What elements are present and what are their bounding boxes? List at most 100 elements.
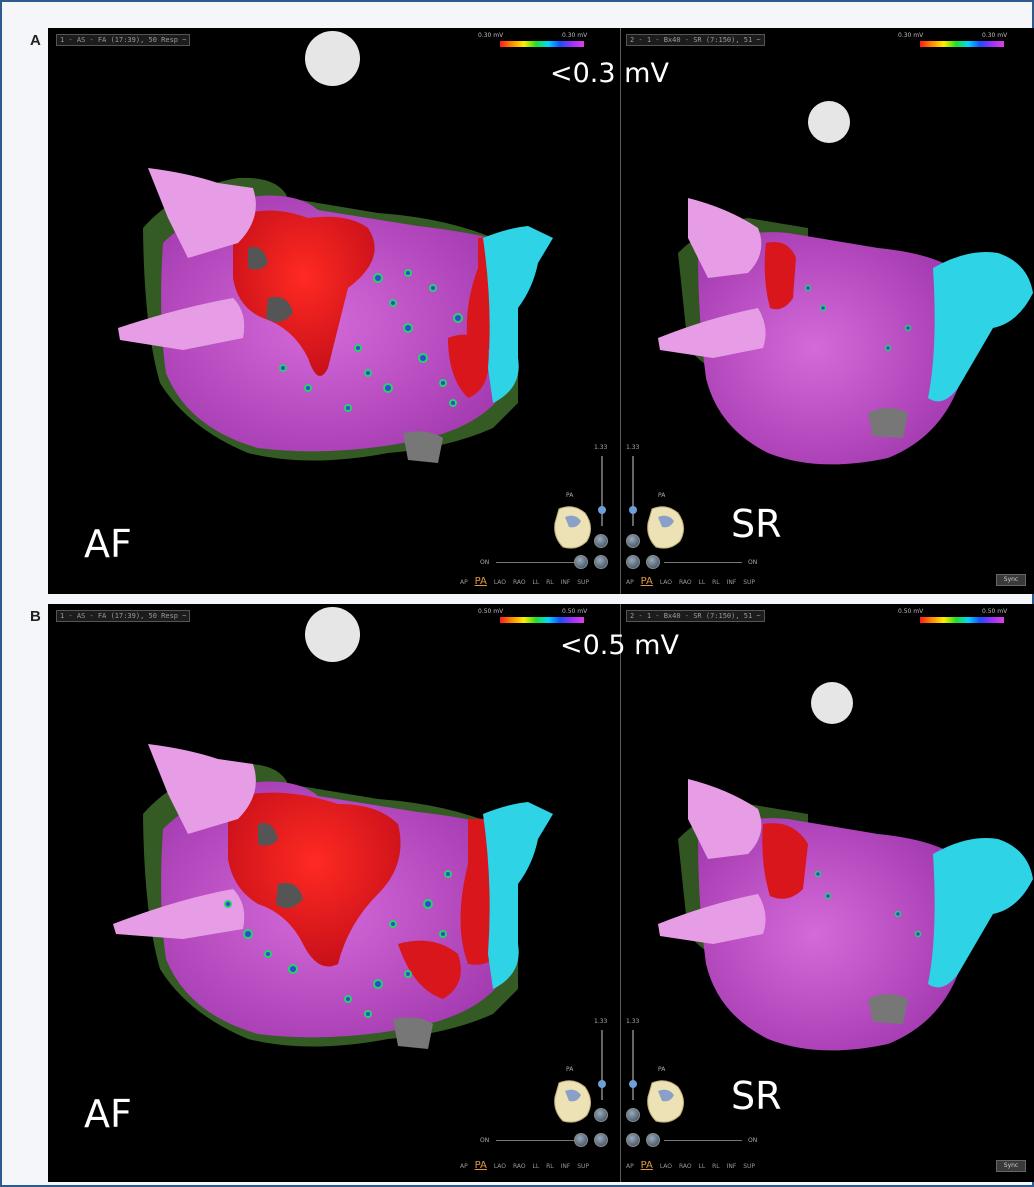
view-lao[interactable]: LAO <box>494 579 506 586</box>
reset-button[interactable] <box>594 1133 608 1147</box>
voltage-scale-left: 0.50 mV 0.50 mV <box>478 608 588 626</box>
view-ap[interactable]: AP <box>626 579 634 586</box>
heart-orientation-icon[interactable] <box>644 1077 688 1125</box>
reset-button[interactable] <box>646 1133 660 1147</box>
sync-button[interactable]: Sync <box>996 574 1026 586</box>
view-rl[interactable]: RL <box>712 579 720 586</box>
view-sup[interactable]: SUP <box>577 579 589 586</box>
view-inf[interactable]: INF <box>727 579 737 586</box>
view-orientation-bar-left[interactable]: AP PA LAO RAO LL RL INF SUP <box>460 1160 589 1171</box>
rotate-button[interactable] <box>626 534 640 548</box>
view-ll[interactable]: LL <box>699 1163 706 1170</box>
orientation-label: PA <box>566 492 573 499</box>
view-tag-right[interactable]: 2 - 1 - Bx40 - SR (7:150), 51 ~ <box>626 610 765 622</box>
voltage-threshold-label: <0.3 mV <box>550 58 669 89</box>
view-ap[interactable]: AP <box>626 1163 634 1170</box>
left-atrium-sr-b <box>658 779 1033 1050</box>
zoom-slider[interactable] <box>601 1030 603 1100</box>
view-button[interactable] <box>574 555 588 569</box>
reset-button[interactable] <box>594 555 608 569</box>
panel-letter-a: A <box>30 32 41 49</box>
scale-min-label: 0.30 mV <box>478 32 503 39</box>
zoom-slider[interactable] <box>632 456 634 526</box>
zoom-slider-knob[interactable] <box>598 1080 606 1088</box>
rotate-button[interactable] <box>626 1108 640 1122</box>
rhythm-label-sr: SR <box>731 502 782 546</box>
view-lao[interactable]: LAO <box>660 579 672 586</box>
view-pa[interactable]: PA <box>641 576 653 587</box>
reference-dot-small <box>811 682 853 724</box>
reset-button[interactable] <box>646 555 660 569</box>
view-pa[interactable]: PA <box>641 1160 653 1171</box>
voltage-color-bar <box>920 617 1004 623</box>
view-button[interactable] <box>626 555 640 569</box>
heart-orientation-icon[interactable] <box>644 503 688 551</box>
reference-dot-large <box>305 31 360 86</box>
view-inf[interactable]: INF <box>561 579 571 586</box>
rhythm-label-sr: SR <box>731 1074 782 1118</box>
scale-min-label: 0.30 mV <box>898 32 923 39</box>
zoom-toggle-label: ON <box>480 559 489 566</box>
view-sup[interactable]: SUP <box>577 1163 589 1170</box>
horizontal-slider[interactable] <box>664 1140 742 1141</box>
rotate-button[interactable] <box>594 1108 608 1122</box>
view-ap[interactable]: AP <box>460 1163 468 1170</box>
horizontal-slider[interactable] <box>664 562 742 563</box>
view-inf[interactable]: INF <box>727 1163 737 1170</box>
view-sup[interactable]: SUP <box>743 579 755 586</box>
view-ll[interactable]: LL <box>699 579 706 586</box>
view-rao[interactable]: RAO <box>679 1163 692 1170</box>
view-tag-left[interactable]: 1 - AS - FA (17:39), 50 Resp ~ <box>56 34 190 46</box>
view-ap[interactable]: AP <box>460 579 468 586</box>
zoom-slider[interactable] <box>632 1030 634 1100</box>
voltage-scale-left: 0.30 mV 0.30 mV <box>478 32 588 50</box>
view-rl[interactable]: RL <box>546 579 554 586</box>
view-sup[interactable]: SUP <box>743 1163 755 1170</box>
scale-max-label: 0.50 mV <box>982 608 1007 615</box>
zoom-slider-knob[interactable] <box>629 506 637 514</box>
view-rl[interactable]: RL <box>546 1163 554 1170</box>
zoom-slider-knob[interactable] <box>629 1080 637 1088</box>
scale-max-label: 0.50 mV <box>562 608 587 615</box>
view-rao[interactable]: RAO <box>513 1163 526 1170</box>
sync-button[interactable]: Sync <box>996 1160 1026 1172</box>
zoom-value: 1.33 <box>626 1018 639 1025</box>
view-tag-left[interactable]: 1 - AS - FA (17:39), 50 Resp ~ <box>56 610 190 622</box>
view-ll[interactable]: LL <box>533 1163 540 1170</box>
view-tag-right[interactable]: 2 - 1 - Bx40 - SR (7:150), 51 ~ <box>626 34 765 46</box>
view-orientation-bar-left[interactable]: AP PA LAO RAO LL RL INF SUP <box>460 576 589 587</box>
view-button[interactable] <box>574 1133 588 1147</box>
horizontal-slider[interactable] <box>496 562 574 563</box>
rotate-button[interactable] <box>594 534 608 548</box>
panel-b: 1 - AS - FA (17:39), 50 Resp ~ 2 - 1 - B… <box>48 604 1034 1182</box>
view-inf[interactable]: INF <box>561 1163 571 1170</box>
view-button[interactable] <box>626 1133 640 1147</box>
voltage-map-b <box>48 604 1034 1182</box>
view-rl[interactable]: RL <box>712 1163 720 1170</box>
view-lao[interactable]: LAO <box>660 1163 672 1170</box>
view-orientation-bar-right[interactable]: AP PA LAO RAO LL RL INF SUP <box>626 1160 755 1171</box>
zoom-toggle-label: ON <box>748 1137 757 1144</box>
view-pa[interactable]: PA <box>475 1160 487 1171</box>
view-orientation-bar-right[interactable]: AP PA LAO RAO LL RL INF SUP <box>626 576 755 587</box>
zoom-toggle-label: ON <box>480 1137 489 1144</box>
voltage-scale-right: 0.50 mV 0.50 mV <box>898 608 1008 626</box>
left-atrium-af-a <box>118 168 553 463</box>
view-pa[interactable]: PA <box>475 576 487 587</box>
voltage-color-bar <box>500 41 584 47</box>
zoom-slider-knob[interactable] <box>598 506 606 514</box>
zoom-value: 1.33 <box>626 444 639 451</box>
orientation-label: PA <box>566 1066 573 1073</box>
orientation-label: PA <box>658 492 665 499</box>
heart-orientation-icon[interactable] <box>551 1077 595 1125</box>
view-divider <box>620 604 621 1182</box>
horizontal-slider[interactable] <box>496 1140 574 1141</box>
view-rao[interactable]: RAO <box>513 579 526 586</box>
view-ll[interactable]: LL <box>533 579 540 586</box>
view-lao[interactable]: LAO <box>494 1163 506 1170</box>
zoom-slider[interactable] <box>601 456 603 526</box>
heart-orientation-icon[interactable] <box>551 503 595 551</box>
view-rao[interactable]: RAO <box>679 579 692 586</box>
zoom-value: 1.33 <box>594 1018 607 1025</box>
